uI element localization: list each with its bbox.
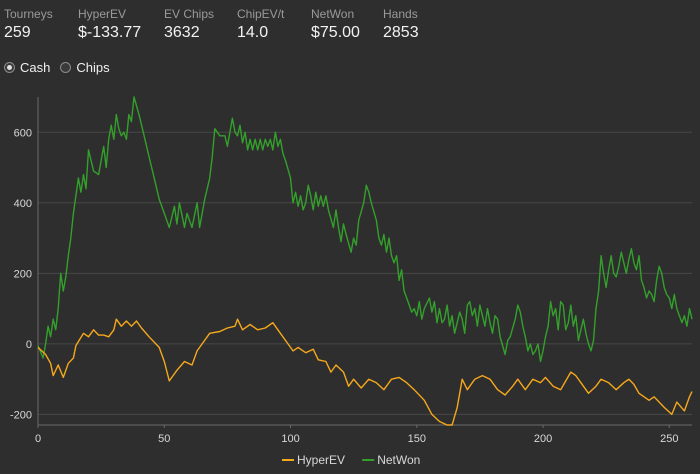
legend-label-hyperev: HyperEV (297, 453, 345, 467)
x-tick-label: 200 (534, 433, 552, 445)
y-tick-label: 0 (26, 339, 32, 351)
radio-cash[interactable]: Cash (4, 60, 50, 75)
x-tick-label: 0 (35, 433, 41, 445)
stat-chipev-per-tourney: ChipEV/t 14.0 (237, 6, 311, 43)
stat-label: EV Chips (164, 7, 215, 21)
stat-label: HyperEV (78, 7, 127, 21)
stat-label: ChipEV/t (237, 7, 285, 21)
stats-bar: Tourneys 259 HyperEV $-133.77 EV Chips 3… (4, 6, 453, 43)
stat-label: Tourneys (4, 7, 53, 21)
series-line-hyperev (37, 318, 693, 426)
x-tick-label: 250 (660, 433, 678, 445)
stat-value: 2853 (383, 24, 419, 41)
x-tick-label: 50 (158, 433, 170, 445)
stat-value: 14.0 (237, 24, 269, 41)
radio-cash-label: Cash (20, 60, 51, 75)
y-tick-label: 400 (14, 198, 32, 210)
stat-tourneys: Tourneys 259 (4, 6, 78, 43)
stat-value: $75.00 (311, 24, 360, 41)
radio-cash-indicator[interactable] (4, 62, 15, 73)
y-tick-label: 200 (14, 268, 32, 280)
legend-label-netwon: NetWon (377, 453, 420, 467)
stat-value: 3632 (164, 24, 200, 41)
x-tick-label: 150 (408, 433, 426, 445)
stat-value: 259 (4, 24, 31, 41)
stat-ev-chips: EV Chips 3632 (164, 6, 237, 43)
y-tick-label: 600 (14, 127, 32, 139)
radio-chips-indicator[interactable] (60, 62, 72, 73)
stat-label: NetWon (311, 7, 355, 21)
stat-value: $-133.77 (78, 24, 142, 41)
y-tick-label: -200 (10, 409, 32, 421)
stat-hyperev: HyperEV $-133.77 (78, 6, 164, 43)
radio-chips-label: Chips (76, 60, 110, 75)
stat-netwon: NetWon $75.00 (311, 6, 383, 43)
series-line-netwon (37, 96, 693, 363)
x-tick-label: 100 (281, 433, 299, 445)
unit-toggle: Cash Chips (4, 60, 120, 75)
stat-label: Hands (383, 7, 418, 21)
stat-hands: Hands 2853 (383, 6, 453, 43)
radio-chips[interactable]: Chips (60, 60, 110, 75)
